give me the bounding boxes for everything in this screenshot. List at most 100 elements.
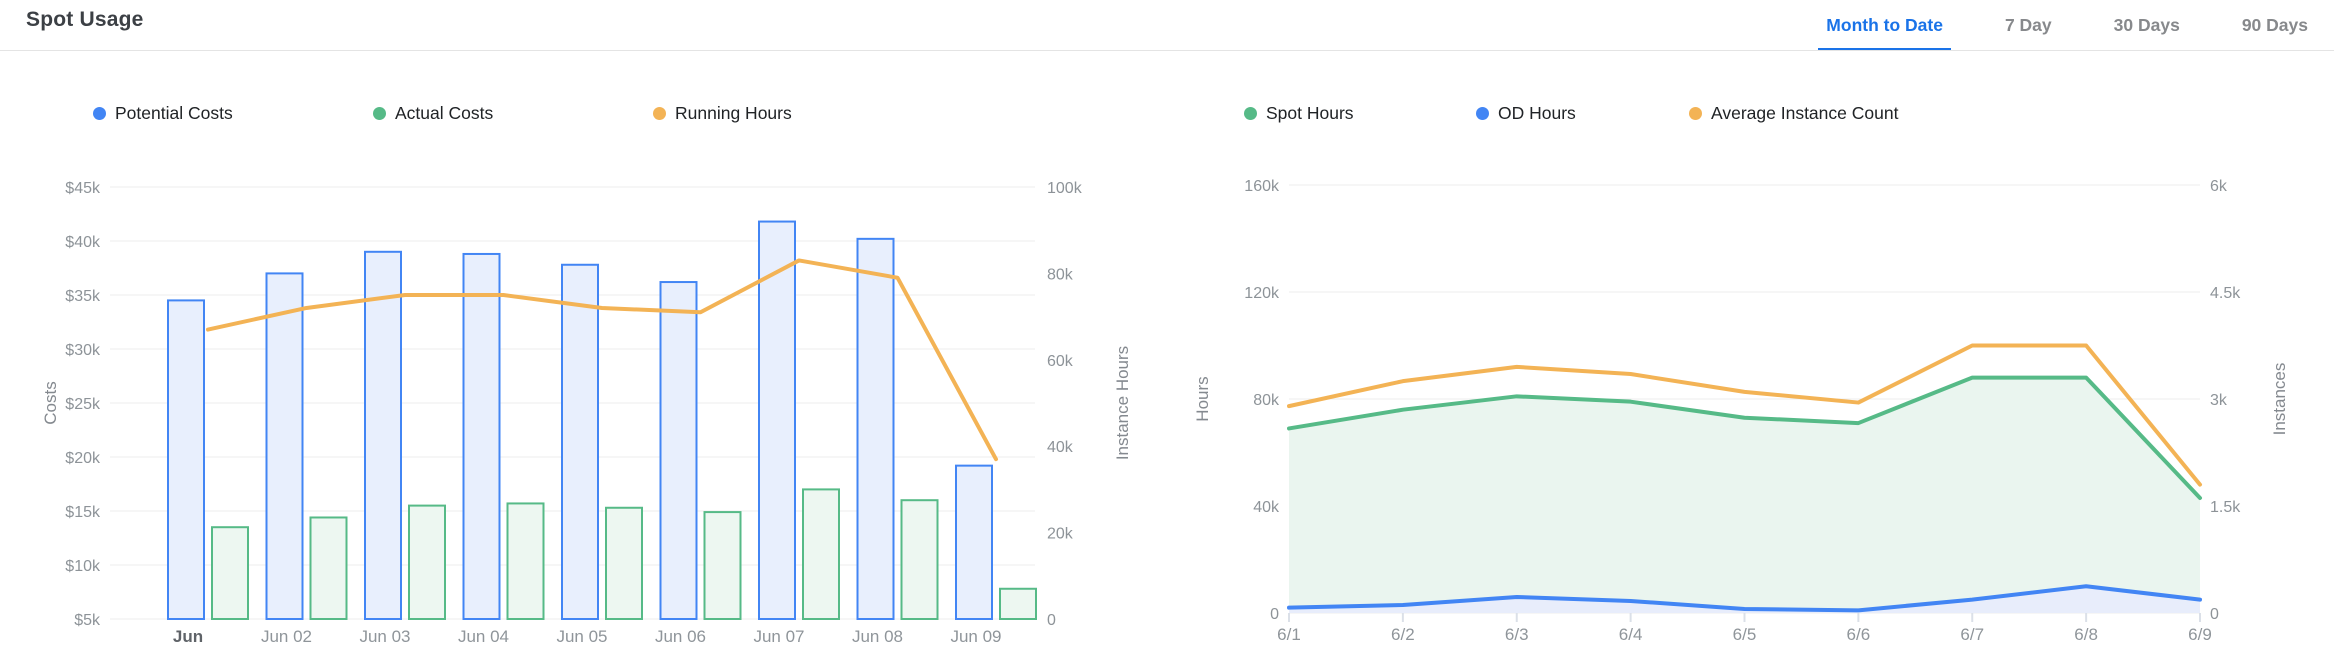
costs-left-tick-label: $5k — [74, 612, 101, 629]
bar-blue — [659, 281, 698, 620]
usage-left-tick-label: 0 — [1270, 606, 1279, 623]
tab-30-days[interactable]: 30 Days — [2113, 14, 2180, 35]
usage-plot-area: 0 40k 80k 120k 160k 0 1.5k 3k 4.5k 6k Hours Instanc… — [1193, 178, 2289, 644]
bar-green — [506, 502, 545, 620]
usage-chart-svg: 0 40k 80k 120k 160k 0 1.5k 3k 4.5k 6k Hours Instanc… — [1193, 178, 2289, 644]
bar-blue — [955, 464, 993, 621]
bar-green — [999, 587, 1037, 621]
costs-x-tick-label: Jun 05 — [556, 627, 607, 646]
legend-label-average-instance-count: Average Instance Count — [1711, 103, 1899, 123]
costs-right-tick-label: 40k — [1047, 439, 1074, 456]
usage-right-tick-label: 6k — [2210, 178, 2228, 195]
legend-item-potential-costs[interactable]: Potential Costs — [93, 103, 373, 124]
costs-x-tick-label: Jun 06 — [655, 627, 706, 646]
legend-label-actual-costs: Actual Costs — [395, 103, 494, 123]
costs-right-axis-title: Instance Hours — [1113, 346, 1132, 460]
costs-right-tick-label: 80k — [1047, 266, 1074, 283]
usage-right-axis-title: Instances — [2270, 363, 2289, 436]
page-title: Spot Usage — [26, 8, 144, 31]
costs-x-tick-label: Jun 04 — [458, 627, 509, 646]
usage-x-tick-label: 6/2 — [1391, 625, 1415, 644]
legend-label-running-hours: Running Hours — [675, 103, 792, 123]
costs-x-tick-label: Jun 07 — [753, 627, 804, 646]
usage-right-tick-label: 4.5k — [2210, 285, 2241, 302]
bar-blue — [758, 220, 796, 620]
usage-left-tick-label: 80k — [1253, 392, 1280, 409]
legend-item-od-hours[interactable]: OD Hours — [1476, 103, 1689, 124]
tab-7-day[interactable]: 7 Day — [2004, 14, 2052, 35]
bar-blue — [167, 299, 205, 620]
bar-green — [900, 499, 939, 621]
legend-item-spot-hours[interactable]: Spot Hours — [1244, 103, 1476, 124]
usage-right-tick-label: 1.5k — [2210, 499, 2241, 516]
costs-left-tick-label: $45k — [65, 180, 101, 197]
usage-x-tick-label: 6/7 — [1960, 625, 1984, 644]
costs-x-tick-label: Jun — [173, 627, 203, 646]
usage-chart-legend: Spot Hours OD Hours Average Instance Cou… — [1244, 103, 1898, 124]
legend-dot-spot-hours — [1244, 107, 1257, 120]
costs-plot-area: $5k $10k $15k $20k $25k $30k $35k $40k $45k 0 20k 4… — [41, 180, 1132, 646]
usage-x-tick-label: 6/8 — [2074, 625, 2098, 644]
spot-hours-line — [1287, 375, 2202, 500]
costs-left-tick-label: $20k — [65, 450, 101, 467]
costs-right-tick-label: 100k — [1047, 180, 1083, 197]
bar-blue — [364, 250, 402, 621]
bar-blue — [856, 237, 895, 620]
usage-left-axis-title: Hours — [1193, 376, 1212, 421]
legend-dot-potential-costs — [93, 107, 106, 120]
legend-dot-average-instance-count — [1689, 107, 1702, 120]
usage-x-tick-label: 6/5 — [1733, 625, 1757, 644]
costs-x-tick-label: Jun 03 — [359, 627, 410, 646]
running-hours-line — [206, 258, 998, 462]
legend-label-od-hours: OD Hours — [1498, 103, 1576, 123]
bar-green — [408, 504, 446, 621]
bar-green — [211, 526, 249, 621]
od-hours-line — [1287, 584, 2202, 613]
spot-hours-area — [1289, 377, 2200, 613]
bar-green — [309, 516, 348, 621]
costs-right-tick-label: 0 — [1047, 612, 1056, 629]
legend-item-actual-costs[interactable]: Actual Costs — [373, 103, 653, 124]
od-hours-area — [1289, 586, 2200, 613]
usage-left-tick-label: 120k — [1244, 285, 1280, 302]
usage-x-tick-label: 6/1 — [1277, 625, 1301, 644]
bar-green — [703, 511, 742, 620]
bar-blue — [561, 263, 599, 620]
costs-x-tick-label: Jun 02 — [261, 627, 312, 646]
usage-x-tick-label: 6/4 — [1619, 625, 1643, 644]
bar-blue — [462, 252, 501, 621]
costs-left-tick-label: $10k — [65, 558, 101, 575]
usage-x-tick-label: 6/6 — [1847, 625, 1871, 644]
usage-right-tick-label: 0 — [2210, 606, 2219, 623]
costs-left-tick-label: $15k — [65, 504, 101, 521]
bar-green — [605, 506, 643, 621]
bar-blue — [265, 272, 304, 620]
header-divider — [0, 50, 2334, 51]
legend-item-average-instance-count[interactable]: Average Instance Count — [1689, 103, 1898, 124]
tab-month-to-date[interactable]: Month to Date — [1818, 0, 1951, 51]
bar-green — [802, 488, 840, 620]
costs-chart-svg: $5k $10k $15k $20k $25k $30k $35k $40k $45k 0 20k 4… — [41, 180, 1132, 646]
legend-item-running-hours[interactable]: Running Hours — [653, 103, 792, 124]
usage-right-tick-label: 3k — [2210, 392, 2228, 409]
legend-label-potential-costs: Potential Costs — [115, 103, 233, 123]
costs-x-tick-label: Jun 08 — [852, 627, 903, 646]
costs-left-tick-label: $30k — [65, 342, 101, 359]
average-instance-count-line — [1287, 343, 2202, 487]
costs-left-tick-label: $40k — [65, 234, 101, 251]
costs-right-tick-label: 20k — [1047, 526, 1074, 543]
usage-x-tick-label: 6/9 — [2188, 625, 2212, 644]
legend-dot-actual-costs — [373, 107, 386, 120]
costs-left-tick-label: $25k — [65, 396, 101, 413]
costs-right-tick-label: 60k — [1047, 353, 1074, 370]
usage-x-tick-label: 6/3 — [1505, 625, 1529, 644]
usage-left-tick-label: 40k — [1253, 499, 1280, 516]
costs-chart-legend: Potential Costs Actual Costs Running Hou… — [93, 103, 792, 124]
legend-label-spot-hours: Spot Hours — [1266, 103, 1354, 123]
usage-left-tick-label: 160k — [1244, 178, 1280, 195]
costs-left-tick-label: $35k — [65, 288, 101, 305]
tab-90-days[interactable]: 90 Days — [2241, 14, 2308, 35]
costs-x-tick-label: Jun 09 — [950, 627, 1001, 646]
legend-dot-od-hours — [1476, 107, 1489, 120]
